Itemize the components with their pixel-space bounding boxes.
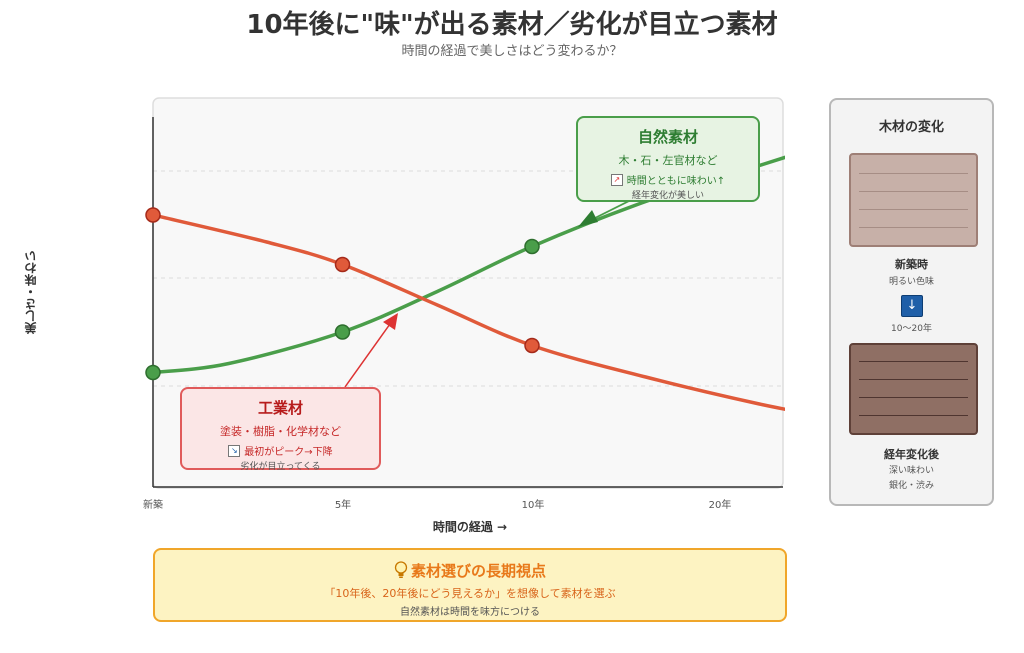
callout-subtitle: 木・石・左官材など bbox=[618, 154, 718, 167]
industrial-material-callout: 工業材 塗装・樹脂・化学材など ↘ 最初がピーク→下降 劣化が目立ってくる bbox=[180, 387, 381, 472]
callout-text: 最初がピーク→下降 bbox=[244, 447, 333, 458]
new-wood-swatch bbox=[849, 153, 978, 247]
wood-change-panel: 木材の変化 新築時 明るい色味 ↓ 10〜20年 経年変化後 深い味わい 銀化・… bbox=[829, 98, 994, 506]
tip-title: 素材選びの長期視点 bbox=[410, 562, 546, 580]
industrial-material-data-point bbox=[524, 337, 540, 354]
period-label: 10〜20年 bbox=[891, 324, 932, 334]
x-tick-label: 5年 bbox=[334, 500, 352, 511]
industrial-material-data-point bbox=[334, 256, 351, 273]
down-arrow-icon: ↓ bbox=[901, 295, 923, 317]
callout-text: 時間とともに味わい↑ bbox=[626, 176, 726, 187]
callout-title: 工業材 bbox=[257, 399, 303, 417]
new-wood-label: 新築時 bbox=[895, 258, 928, 271]
natural-material-callout: 自然素材 木・石・左官材など ↗ 時間とともに味わい↑ 経年変化が美しい bbox=[576, 116, 760, 202]
aged-wood-desc: 銀化・渋み bbox=[888, 481, 934, 491]
aged-wood-desc: 深い味わい bbox=[888, 466, 934, 476]
natural-material-data-point bbox=[524, 238, 540, 255]
panel-title: 木材の変化 bbox=[878, 120, 944, 135]
aged-wood-label: 経年変化後 bbox=[884, 448, 939, 461]
natural-material-data-point bbox=[334, 324, 351, 340]
lightbulb-icon bbox=[394, 561, 408, 578]
long-term-tip-box: 素材選びの長期視点 「10年後、20年後にどう見えるか」を想像して素材を選ぶ 自… bbox=[153, 548, 787, 622]
callout-note: 経年変化が美しい bbox=[631, 191, 704, 201]
callout-subtitle: 塗装・樹脂・化学材など bbox=[220, 425, 341, 438]
tip-main-text: 「10年後、20年後にどう見えるか」を想像して素材を選ぶ bbox=[324, 587, 616, 600]
industrial-material-data-point bbox=[145, 207, 161, 223]
tip-sub-text: 自然素材は時間を味方につける bbox=[400, 607, 540, 618]
x-tick-label: 20年 bbox=[708, 500, 732, 511]
chart-up-icon: ↗ bbox=[610, 173, 623, 186]
chart-down-icon: ↘ bbox=[228, 444, 241, 457]
callout-note: 劣化が目立ってくる bbox=[240, 462, 321, 472]
y-axis-label: 美しさ・味わい bbox=[24, 250, 38, 334]
aged-wood-swatch bbox=[849, 343, 978, 435]
page-subtitle: 時間の経過で美しさはどう変わるか？ bbox=[401, 44, 623, 59]
page-title: 10年後に"味"が出る素材／劣化が目立つ素材 bbox=[246, 10, 778, 40]
callout-title: 自然素材 bbox=[637, 128, 698, 146]
x-tick-label: 10年 bbox=[521, 500, 545, 511]
x-tick-label: 新築 bbox=[143, 500, 163, 511]
industrial-callout-pointer bbox=[344, 313, 398, 388]
x-axis-label: 時間の経過 → bbox=[432, 520, 508, 534]
natural-material-data-point bbox=[145, 364, 161, 381]
new-wood-desc: 明るい色味 bbox=[888, 277, 934, 287]
